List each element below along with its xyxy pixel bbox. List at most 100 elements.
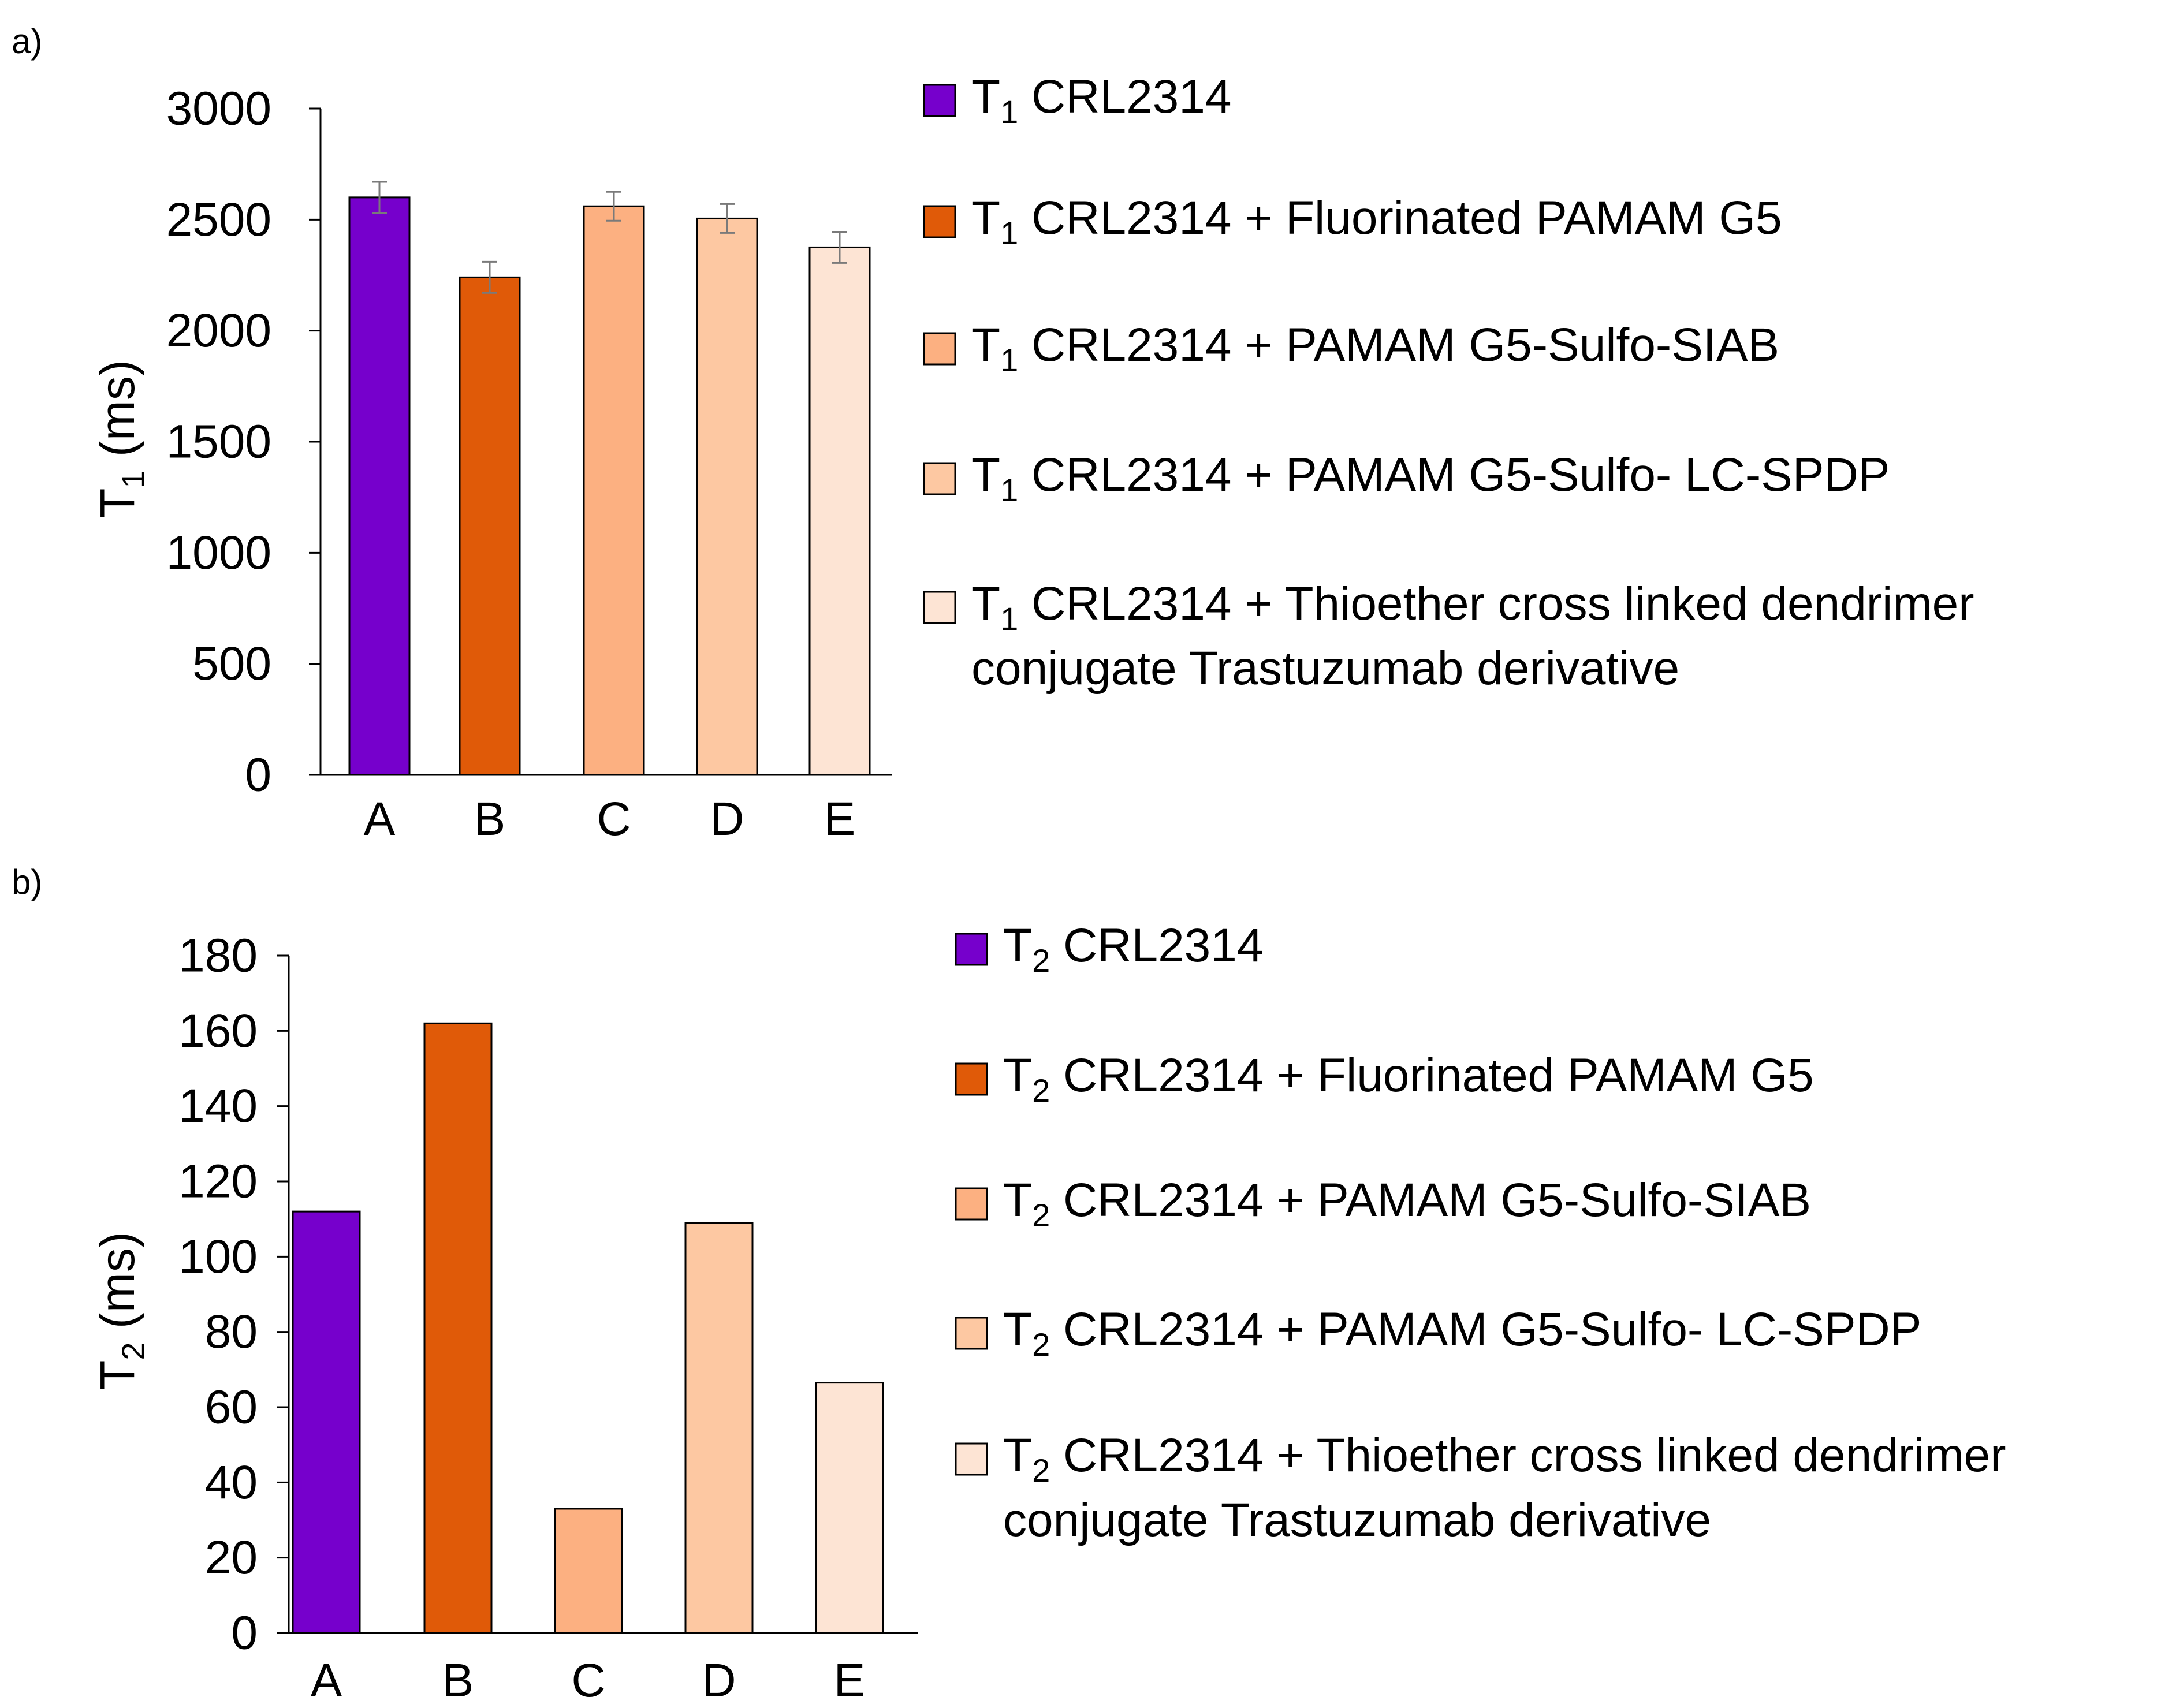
legend-label-text: CRL2314 + PAMAM G5-Sulfo-SIAB xyxy=(1018,319,1779,371)
legend-swatch xyxy=(955,1062,988,1096)
y-axis-title-unit: (ms) xyxy=(90,360,144,470)
legend-label-text: CRL2314 + PAMAM G5-Sulfo- LC-SPDP xyxy=(1018,449,1890,501)
legend-label-subscript: 1 xyxy=(1000,94,1018,130)
y-axis-title-subscript: 2 xyxy=(115,1342,151,1360)
legend-item: T2 CRL2314 xyxy=(955,919,1264,979)
y-tick-label: 180 xyxy=(178,930,258,982)
legend-label-text: CRL2314 xyxy=(1018,70,1231,123)
x-tick-label: A xyxy=(311,1654,342,1707)
legend-label-symbol: T xyxy=(971,577,1000,630)
y-tick-label: 160 xyxy=(178,1005,258,1057)
bar-D xyxy=(684,1222,754,1634)
x-tick-label: E xyxy=(834,1654,866,1707)
y-tick-label: 100 xyxy=(178,1230,258,1283)
legend-label-subscript: 1 xyxy=(1000,342,1018,378)
y-tick-label: 2000 xyxy=(166,304,271,357)
legend-label-symbol: T xyxy=(1003,1429,1032,1482)
panel-label-t2: b) xyxy=(12,863,42,901)
error-bar-D xyxy=(720,203,735,234)
legend-label-subscript: 2 xyxy=(1032,1072,1050,1109)
legend-label: T1 CRL2314 xyxy=(971,70,1232,130)
legend-label-text: CRL2314 + Thioether cross linked dendrim… xyxy=(1050,1429,2006,1482)
legend-label-symbol: T xyxy=(1003,1049,1032,1102)
bar-B xyxy=(423,1022,493,1634)
legend-label-subscript: 1 xyxy=(1000,472,1018,508)
legend-swatch xyxy=(923,332,956,366)
y-axis-title-subscript: 1 xyxy=(115,470,151,488)
y-tick-label: 3000 xyxy=(166,83,271,135)
y-tick-label: 1500 xyxy=(166,416,271,468)
y-tick-label: 140 xyxy=(178,1080,258,1132)
y-tick-label: 0 xyxy=(231,1607,258,1659)
error-bar-A xyxy=(372,181,387,214)
legend-label-text: CRL2314 + Fluorinated PAMAM G5 xyxy=(1050,1049,1814,1102)
bar-B xyxy=(459,276,521,776)
legend-label-symbol: T xyxy=(971,319,1000,371)
bar-C xyxy=(554,1508,623,1634)
x-tick-label: C xyxy=(597,793,631,845)
y-tick-label: 0 xyxy=(245,749,271,801)
error-bar-C xyxy=(606,191,621,222)
legend-label-subscript: 1 xyxy=(1000,215,1018,251)
y-axis-title: T1 (ms) xyxy=(90,360,151,518)
error-bar-E xyxy=(832,230,847,264)
legend-label-text: CRL2314 + Fluorinated PAMAM G5 xyxy=(1018,192,1782,244)
y-axis-title-main: T xyxy=(90,488,144,518)
legend-item: T1 CRL2314 + PAMAM G5-Sulfo- LC-SPDP xyxy=(923,449,1890,508)
legend-label-subscript: 1 xyxy=(1000,601,1018,637)
legend-label: T1 CRL2314 + PAMAM G5-Sulfo-SIAB xyxy=(971,319,1779,378)
legend-label-symbol: T xyxy=(1003,919,1032,972)
y-axis-title-main: T xyxy=(90,1360,144,1390)
y-tick-label: 1000 xyxy=(166,527,271,579)
legend-item: T1 CRL2314 + Thioether cross linked dend… xyxy=(923,577,1974,695)
error-bar-B xyxy=(482,260,497,294)
x-tick-label: E xyxy=(824,793,856,845)
legend-swatch xyxy=(955,1317,988,1350)
x-tick-label: B xyxy=(442,1654,474,1707)
legend-swatch xyxy=(923,84,956,117)
panel-label-t1: a) xyxy=(12,22,42,61)
legend-label-subscript: 2 xyxy=(1032,1326,1050,1363)
bar-E xyxy=(808,246,871,776)
bar-A xyxy=(292,1210,361,1634)
y-axis-title: T2 (ms) xyxy=(90,1232,151,1390)
y-tick-label: 500 xyxy=(192,637,271,690)
legend-label: T1 CRL2314 + PAMAM G5-Sulfo- LC-SPDP xyxy=(971,449,1890,508)
legend-item: T2 CRL2314 + Fluorinated PAMAM G5 xyxy=(955,1049,1814,1109)
legend-label: T2 CRL2314 + PAMAM G5-Sulfo- LC-SPDP xyxy=(1003,1303,1921,1363)
legend-item: T1 CRL2314 + PAMAM G5-Sulfo-SIAB xyxy=(923,319,1779,378)
legend-label-symbol: T xyxy=(1003,1303,1032,1356)
legend-label: T2 CRL2314 xyxy=(1003,919,1264,979)
bar-D xyxy=(696,217,758,776)
legend-label: T2 CRL2314 + Thioether cross linked dend… xyxy=(1003,1429,2006,1489)
legend-label-text: CRL2314 + PAMAM G5-Sulfo- LC-SPDP xyxy=(1050,1303,1921,1356)
legend-label: conjugate Trastuzumab derivative xyxy=(1003,1494,1711,1546)
legend-swatch xyxy=(955,933,988,966)
bar-A xyxy=(348,196,411,776)
legend-label-text: CRL2314 + PAMAM G5-Sulfo-SIAB xyxy=(1050,1174,1811,1226)
x-tick-label: A xyxy=(364,793,396,845)
y-tick-label: 2500 xyxy=(166,193,271,246)
x-tick-label: B xyxy=(474,793,506,845)
legend-item: T2 CRL2314 + Thioether cross linked dend… xyxy=(955,1429,2006,1546)
legend-label-symbol: T xyxy=(971,192,1000,244)
legend-item: T1 CRL2314 xyxy=(923,70,1232,130)
legend-label-symbol: T xyxy=(971,70,1000,123)
x-tick-label: D xyxy=(702,1654,736,1707)
legend-item: T1 CRL2314 + Fluorinated PAMAM G5 xyxy=(923,192,1782,251)
x-tick-label: D xyxy=(710,793,744,845)
legend-label: conjugate Trastuzumab derivative xyxy=(971,642,1679,695)
legend-swatch xyxy=(955,1442,988,1476)
legend-swatch xyxy=(923,591,956,624)
y-tick-label: 40 xyxy=(205,1456,258,1509)
legend-label: T2 CRL2314 + Fluorinated PAMAM G5 xyxy=(1003,1049,1814,1109)
y-tick-label: 80 xyxy=(205,1306,258,1358)
legend-label: T2 CRL2314 + PAMAM G5-Sulfo-SIAB xyxy=(1003,1174,1811,1233)
y-tick-label: 20 xyxy=(205,1531,258,1584)
legend-item: T2 CRL2314 + PAMAM G5-Sulfo- LC-SPDP xyxy=(955,1303,1921,1363)
